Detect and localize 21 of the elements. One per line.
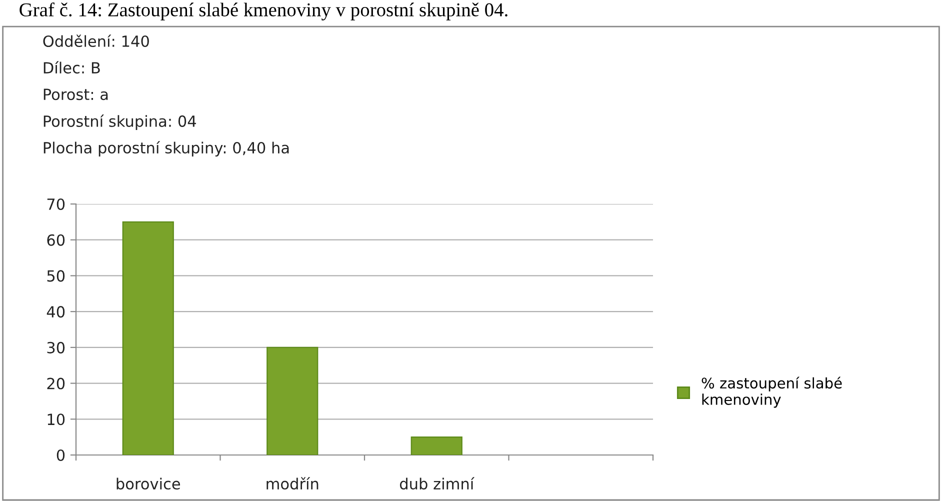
x-tick-label: modřín <box>266 477 318 490</box>
x-tick-label: dub zimní <box>400 477 475 490</box>
y-tick-label: 50 <box>47 270 65 282</box>
text: Porostní skupina: 04 <box>44 114 196 130</box>
y-tick-label: 30 <box>47 342 65 354</box>
chart-title: Graf č. 14: Zastoupení slabé kmenoviny v porostní skupině 04. <box>20 2 508 20</box>
x-tick-label: borovice <box>116 478 180 490</box>
bar <box>266 346 318 455</box>
text: Porost: a <box>44 88 108 100</box>
legend-label: % zastoupení slabé kmenoviny <box>702 376 842 408</box>
y-tick-label: 70 <box>47 198 65 210</box>
y-tick-label: 40 <box>46 306 65 318</box>
bar <box>410 436 462 455</box>
text: Oddělení: 140 <box>43 34 149 48</box>
y-tick-label: 10 <box>48 414 65 426</box>
bar <box>122 221 174 455</box>
text: Plocha porostní skupiny: 0,40 ha <box>44 141 289 156</box>
text: Dílec: B <box>44 61 100 74</box>
y-tick-label: 0 <box>56 449 65 462</box>
y-tick-label: 60 <box>47 234 65 246</box>
y-tick-label: 20 <box>47 378 65 390</box>
